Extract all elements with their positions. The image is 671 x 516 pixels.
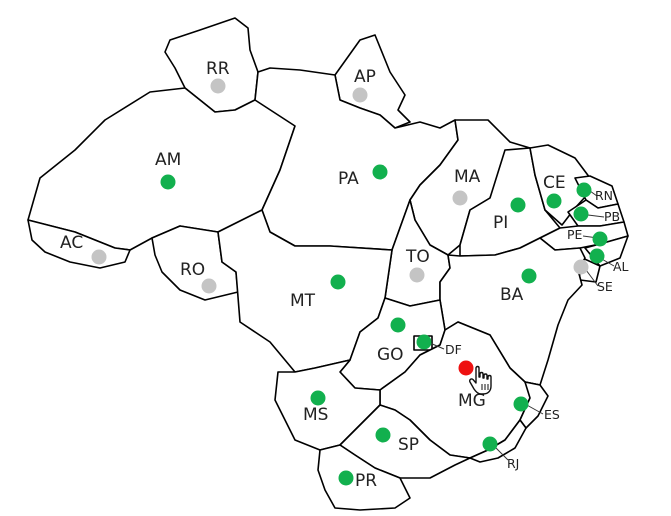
state-label-rr: RR bbox=[206, 59, 230, 79]
state-dots bbox=[91, 78, 608, 486]
state-dot-df[interactable] bbox=[416, 334, 432, 350]
state-dot-sp[interactable] bbox=[375, 427, 391, 443]
state-dot-se[interactable] bbox=[573, 259, 589, 275]
state-label-ap: AP bbox=[354, 67, 376, 87]
state-dot-es[interactable] bbox=[513, 396, 529, 412]
state-dot-pe[interactable] bbox=[592, 231, 608, 247]
leader-line-rj bbox=[493, 445, 509, 461]
state-label-es: ES bbox=[544, 407, 560, 422]
state-label-pr: PR bbox=[355, 471, 377, 491]
state-dot-mg[interactable] bbox=[458, 360, 474, 376]
state-label-ac: AC bbox=[60, 233, 83, 253]
state-label-sp: SP bbox=[398, 435, 419, 455]
state-shape-ma[interactable] bbox=[409, 119, 531, 256]
state-dot-ce[interactable] bbox=[546, 193, 562, 209]
state-label-rj: RJ bbox=[507, 456, 519, 471]
state-dot-ma[interactable] bbox=[452, 190, 468, 206]
leader-line-df bbox=[429, 342, 445, 350]
state-label-to: TO bbox=[405, 247, 430, 267]
state-dot-rr[interactable] bbox=[210, 78, 226, 94]
state-label-ms: MS bbox=[303, 405, 328, 425]
state-label-pi: PI bbox=[493, 213, 508, 233]
state-label-go: GO bbox=[377, 345, 404, 365]
state-label-pb: PB bbox=[604, 209, 620, 224]
state-label-rn: RN bbox=[595, 188, 613, 203]
state-label-ba: BA bbox=[500, 285, 524, 305]
state-dot-go[interactable] bbox=[390, 317, 406, 333]
state-shapes bbox=[27, 17, 629, 511]
state-dot-ac[interactable] bbox=[91, 249, 107, 265]
state-labels: RR AP AM PA MA CE RN PB PE AL SE PI AC R… bbox=[60, 59, 629, 491]
state-label-ma: MA bbox=[454, 167, 481, 187]
state-dot-ro[interactable] bbox=[201, 278, 217, 294]
state-label-pa: PA bbox=[338, 169, 359, 189]
state-label-am: AM bbox=[155, 150, 181, 170]
state-label-pe: PE bbox=[567, 227, 583, 242]
state-dot-pa[interactable] bbox=[372, 164, 388, 180]
state-dot-ba[interactable] bbox=[521, 268, 537, 284]
hand-pointer-icon bbox=[469, 365, 492, 395]
state-dot-rj[interactable] bbox=[482, 436, 498, 452]
state-dot-pb[interactable] bbox=[573, 206, 589, 222]
state-shape-es[interactable] bbox=[519, 381, 549, 429]
state-dot-al[interactable] bbox=[589, 248, 605, 264]
state-dot-ap[interactable] bbox=[352, 87, 368, 103]
state-label-df: DF bbox=[445, 342, 462, 357]
state-label-mt: MT bbox=[290, 291, 316, 311]
state-dot-pi[interactable] bbox=[510, 197, 526, 213]
leader-line-se bbox=[585, 269, 599, 287]
state-dot-ms[interactable] bbox=[310, 390, 326, 406]
state-label-al: AL bbox=[613, 259, 629, 274]
state-label-se: SE bbox=[597, 279, 613, 294]
state-label-mg: MG bbox=[458, 391, 486, 411]
state-dot-pr[interactable] bbox=[338, 470, 354, 486]
state-shape-ce[interactable] bbox=[529, 144, 591, 226]
leader-line-pb bbox=[587, 214, 605, 218]
state-label-ro: RO bbox=[180, 260, 205, 280]
state-shape-pr[interactable] bbox=[317, 444, 411, 511]
state-label-ce: CE bbox=[543, 173, 566, 193]
state-dot-to[interactable] bbox=[409, 267, 425, 283]
state-dot-mt[interactable] bbox=[330, 274, 346, 290]
state-dot-rn[interactable] bbox=[576, 182, 592, 198]
state-dot-am[interactable] bbox=[160, 174, 176, 190]
